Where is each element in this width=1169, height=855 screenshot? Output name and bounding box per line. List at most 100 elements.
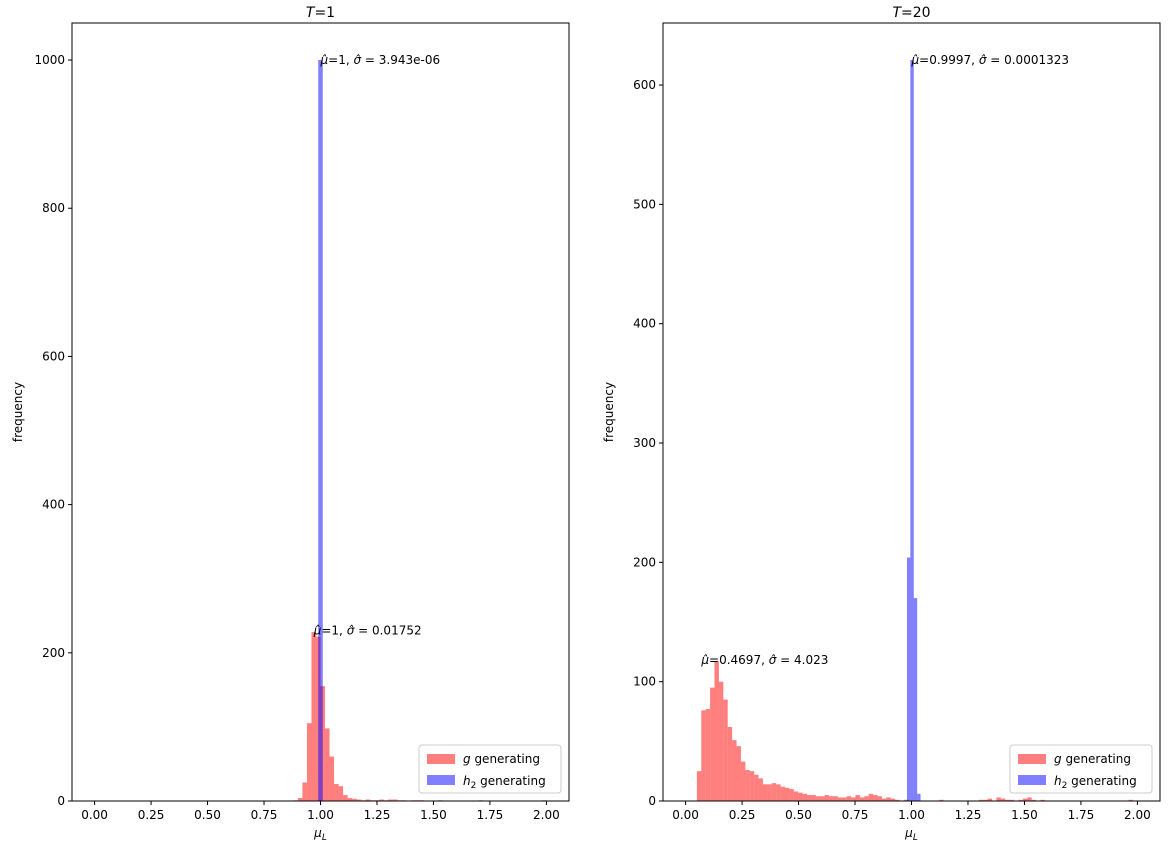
histogram-bar [736, 746, 741, 801]
y-tick-label: 0 [57, 794, 65, 808]
histogram-bar [714, 661, 719, 801]
histogram-bar [807, 795, 812, 801]
annotation-2: μ̂=1, σ̂ = 0.01752 [313, 624, 422, 638]
y-axis-label: frequency [602, 382, 616, 442]
panel-1: 0.00 0.25 0.50 0.75 1.00 1.25 1.50 1.75 2.00 0 200… [11, 5, 570, 843]
histogram-bar [877, 796, 882, 801]
y-tick-label: 600 [633, 78, 656, 92]
histogram-bar [864, 796, 869, 801]
histogram-bar [302, 782, 307, 801]
x-axis-label: μL [904, 826, 918, 843]
x-tick-label: 1.75 [1068, 808, 1095, 822]
histogram-bar [696, 771, 702, 801]
legend: g generating h2 generating [1009, 744, 1153, 794]
y-tick-label: 600 [42, 349, 65, 363]
histogram-bar [890, 798, 896, 801]
x-tick-label: 1.50 [420, 808, 447, 822]
y-tick-label: 500 [633, 197, 656, 211]
y-axis-label: frequency [11, 382, 25, 442]
histogram-bar [723, 699, 728, 801]
x-tick-label: 1.50 [1011, 808, 1038, 822]
legend-swatch-g [1018, 754, 1046, 764]
histogram-bar [343, 795, 348, 801]
histogram-bar [868, 793, 874, 801]
histogram-bar [1128, 799, 1134, 801]
chart-title: T=20 [892, 5, 930, 21]
histogram-bar [983, 799, 988, 801]
x-tick-label: 0.25 [138, 808, 165, 822]
x-tick-label: 0.50 [785, 808, 812, 822]
histogram-bar [855, 795, 860, 801]
histogram-bar [318, 60, 323, 802]
histogram-bar [906, 557, 911, 801]
y-tick-label: 800 [42, 201, 65, 215]
histogram-bar [811, 795, 816, 801]
legend-label-h2: h2 generating [463, 774, 546, 791]
histogram-bar [776, 784, 781, 801]
histogram-bar [1018, 799, 1023, 801]
histogram-bar [338, 786, 344, 801]
histogram-bar [824, 795, 830, 801]
legend-swatch-h2 [427, 775, 455, 785]
y-tick-label: 300 [633, 436, 656, 450]
histogram-bar [842, 797, 847, 801]
histogram-bar [745, 769, 750, 801]
histogram-bar [917, 793, 921, 801]
histogram-bar [740, 761, 746, 801]
histogram-bar [886, 797, 891, 801]
histogram-bar [325, 728, 330, 801]
histogram-bar [356, 799, 362, 801]
histogram-bar [802, 793, 808, 801]
annotation-2: μ̂=0.4697, σ̂ = 4.023 [700, 653, 828, 667]
panel-2: 0.00 0.25 0.50 0.75 1.00 1.25 1.50 1.75 2.00 0 100… [602, 5, 1161, 843]
x-tick-label: 1.00 [898, 808, 925, 822]
histogram-bar [780, 786, 785, 801]
annotation-1: μ̂=1, σ̂ = 3.943e-06 [320, 53, 441, 67]
histogram-bar [297, 798, 303, 801]
histogram-bar [837, 797, 843, 801]
histogram-bar [1027, 797, 1032, 801]
annotation-1: μ̂=0.9997, σ̂ = 0.0001323 [911, 53, 1070, 67]
legend-label-g: g generating [463, 752, 540, 766]
x-tick-label: 1.25 [955, 808, 982, 822]
histogram-bar [732, 740, 737, 801]
histogram-bar [798, 792, 803, 801]
histogram-bar [334, 783, 339, 801]
histogram-bar [793, 791, 799, 801]
histogram-bar [1009, 799, 1015, 801]
histogram-bar [820, 796, 825, 801]
x-tick-label: 2.00 [533, 808, 560, 822]
series-h2-generating [318, 60, 323, 802]
x-tick-label: 0.75 [842, 808, 869, 822]
x-tick-label: 0.00 [672, 808, 699, 822]
histogram-bar [833, 796, 838, 801]
histogram-bar [347, 798, 353, 801]
legend-swatch-h2 [1018, 775, 1046, 785]
histogram-bar [705, 709, 711, 801]
histogram-bar [789, 789, 794, 801]
y-tick-label: 200 [42, 646, 65, 660]
histogram-bar [710, 687, 715, 801]
histogram-bar [784, 787, 790, 801]
histogram-bar [829, 796, 834, 801]
histogram-bar [754, 774, 759, 801]
histogram-bar [311, 632, 316, 801]
x-tick-label: 0.75 [251, 808, 278, 822]
y-tick-label: 0 [648, 794, 656, 808]
histogram-bar [1000, 798, 1006, 801]
histogram-bar [767, 784, 772, 801]
histogram-bar [895, 799, 900, 801]
histogram-bar [851, 797, 856, 801]
chart-title: T=1 [306, 5, 335, 21]
x-tick-label: 0.50 [194, 808, 221, 822]
histogram-bar [306, 723, 312, 801]
legend: g generating h2 generating [418, 744, 562, 794]
histogram-bar [987, 798, 993, 801]
y-tick-label: 100 [633, 675, 656, 689]
histogram-bar [1005, 799, 1010, 801]
histogram-bar [329, 756, 335, 801]
histogram-bar [910, 59, 914, 802]
x-tick-label: 0.25 [729, 808, 756, 822]
histogram-bar [1022, 798, 1028, 801]
y-tick-label: 200 [633, 555, 656, 569]
